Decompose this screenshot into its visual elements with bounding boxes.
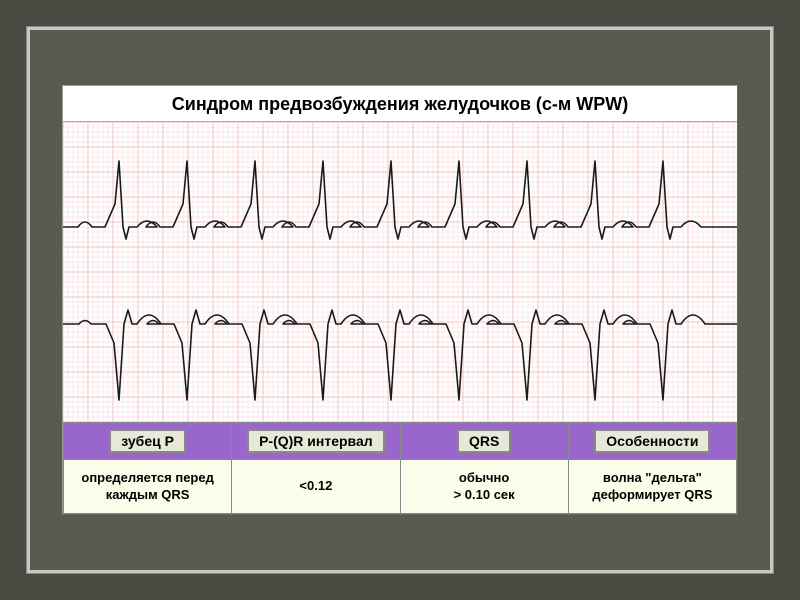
table-value-cell: определяется перед каждым QRS xyxy=(64,459,232,514)
table-value-cell: <0.12 xyxy=(232,459,400,514)
table-header-cell: QRS xyxy=(400,422,568,459)
table-value-cell: волна "дельта" деформирует QRS xyxy=(568,459,736,514)
ecg-strip xyxy=(63,122,737,422)
table-header-label: QRS xyxy=(457,429,511,453)
table-header-cell: зубец P xyxy=(64,422,232,459)
parameters-table: зубец P P-(Q)R интервал QRS Особенности опр… xyxy=(63,422,737,515)
table-header-label: P-(Q)R интервал xyxy=(247,429,385,453)
table-header-label: Особенности xyxy=(594,429,710,453)
page-title: Синдром предвозбуждения желудочков (с-м … xyxy=(63,86,737,122)
table-header-cell: P-(Q)R интервал xyxy=(232,422,400,459)
table-header-label: зубец P xyxy=(109,429,186,453)
table-header-cell: Особенности xyxy=(568,422,736,459)
slide-frame: Синдром предвозбуждения желудочков (с-м … xyxy=(27,27,773,573)
table-value-cell: обычно> 0.10 сек xyxy=(400,459,568,514)
content-panel: Синдром предвозбуждения желудочков (с-м … xyxy=(62,85,738,516)
